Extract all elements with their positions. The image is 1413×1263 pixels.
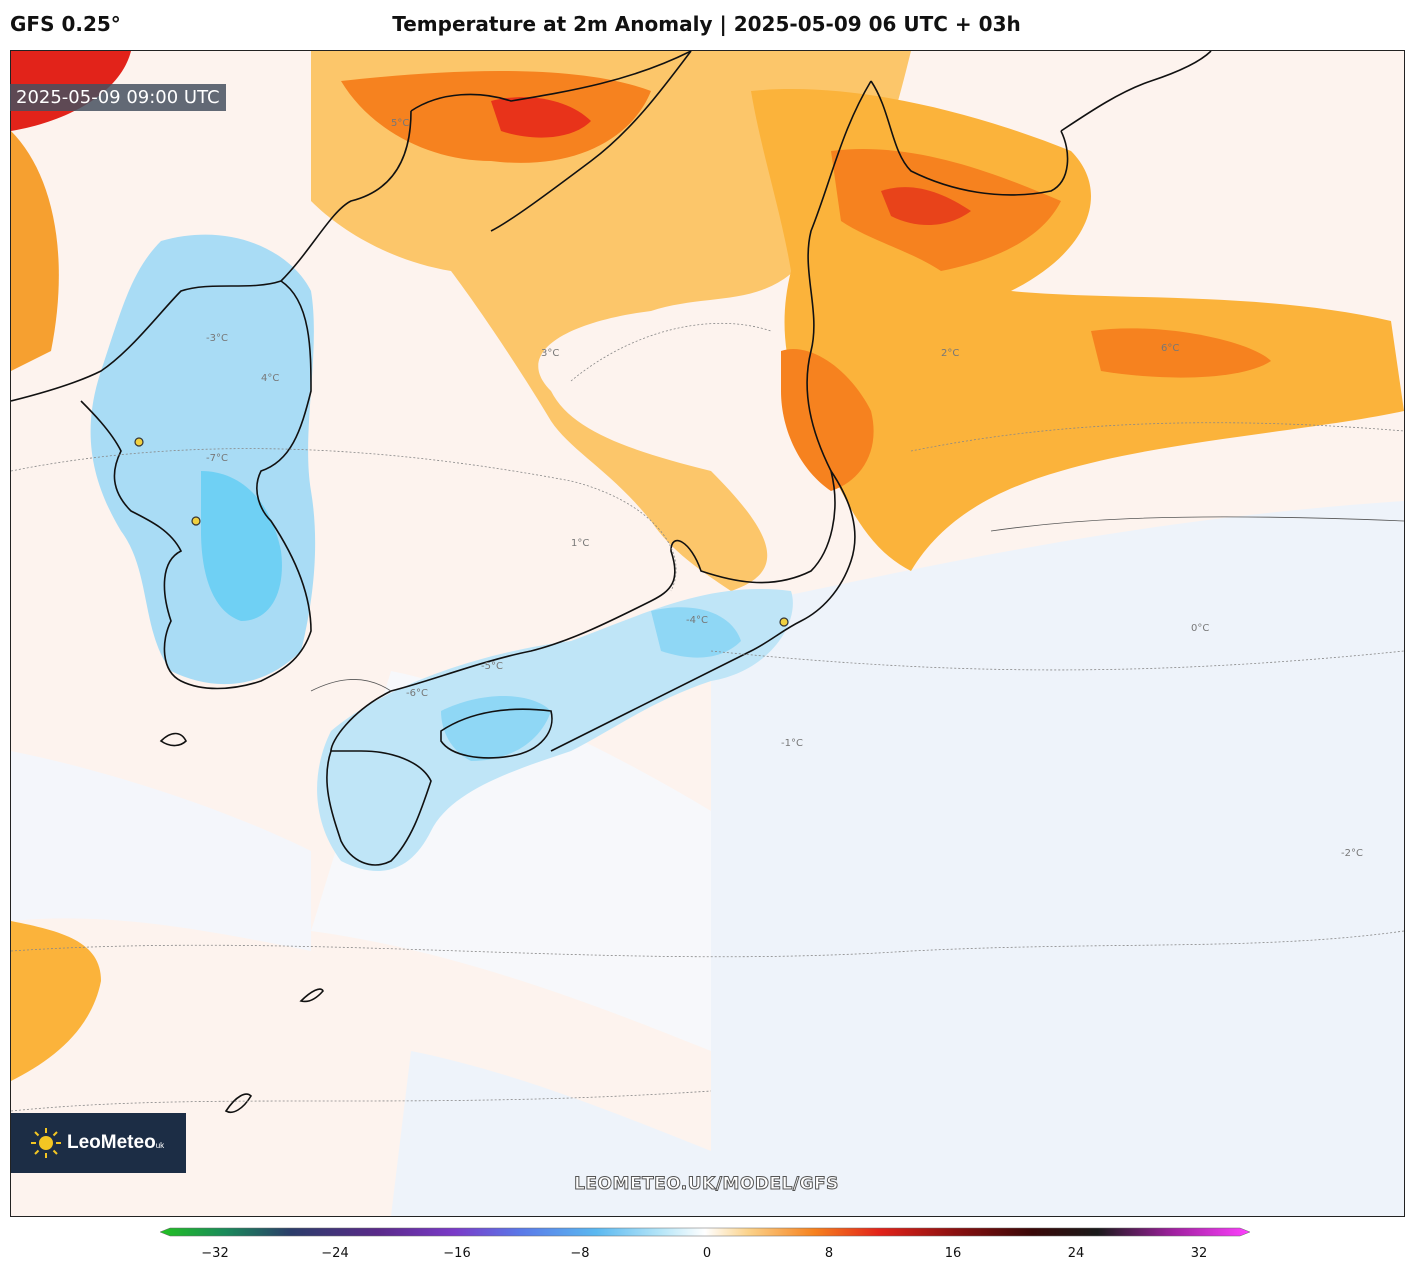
colorbar-tick: 16 [945,1246,962,1260]
coast-russia-east [490,51,692,232]
colorbar-tick: −8 [570,1246,589,1260]
warm-core-manchuria [341,71,651,163]
warm-peak-hokkaido [881,187,971,226]
contour-label: 4°C [261,373,279,384]
warm-field-southwest [11,921,101,1081]
colorbar-tick: −16 [443,1246,470,1260]
coast-ryukyu-1 [299,988,324,1003]
city-markers [134,437,789,627]
city-marker-pyongyang [134,437,144,447]
city-marker-tokyo [779,617,789,627]
colorbar-tick: 32 [1191,1246,1208,1260]
colorbar-tick: −32 [201,1246,228,1260]
contour-label: -5°C [481,661,503,672]
model-label: GFS 0.25° [10,12,121,36]
cool-field-west-japan [317,589,793,871]
contour-label: -1°C [781,738,803,749]
coast-honshu-pacific [550,470,856,752]
watermark-url: LEOMETEO.UK/MODEL/GFS [574,1174,839,1195]
colorbar-tick: 24 [1068,1246,1085,1260]
contour-label: 3°C [541,348,559,359]
warm-core-tohoku [781,349,874,491]
colorbar: −32 −24 −16 −8 0 8 16 24 32 [160,1227,1250,1260]
coast-korea-north [11,110,412,402]
coast-kyushu [326,750,432,866]
coast-honshu-sea-side [330,80,872,752]
contour-label: -4°C [686,615,708,626]
cool-sea-south [391,1051,711,1216]
map-title: Temperature at 2m Anomaly | 2025-05-09 0… [392,12,1021,36]
colorbar-ticks: −32 −24 −16 −8 0 8 16 24 32 [201,1246,1207,1260]
anomaly-map[interactable]: 5°C 4°C 3°C 2°C 1°C 0°C -1°C -2°C 6°C -6… [10,50,1405,1217]
logo-text: LeoMeteouk [67,1132,165,1153]
colorbar-tick: 8 [825,1246,833,1260]
coast-hokkaido [870,80,1069,196]
contour-label: -6°C [406,688,428,699]
coast-korea-peninsula [80,280,312,690]
valid-time-label: 2025-05-09 09:00 UTC [10,84,226,111]
cool-core-kinki [651,607,741,658]
coast-jeju [159,732,187,747]
leometeo-logo: LeoMeteouk [11,1113,186,1173]
neutral-sea-west [11,751,311,951]
contour-label: 0°C [1191,623,1209,634]
warm-field-west [11,131,59,371]
contour-label-group: 5°C 4°C 3°C 2°C 1°C 0°C -1°C -2°C 6°C -6… [206,118,1363,859]
coast-kurils [1060,51,1212,132]
coast-ryukyu-2 [224,1093,253,1113]
contour-lines [11,322,1404,1112]
cool-core-chugoku [441,696,551,761]
coast-primorye [410,51,692,112]
colorbar-tick: 0 [703,1246,711,1260]
city-marker-seoul [191,516,201,526]
colorbar-tick: −24 [321,1246,348,1260]
contour-label: 6°C [1161,343,1179,354]
sun-icon [29,1126,63,1160]
contour-label: -3°C [206,333,228,344]
warm-field-sea-of-japan [311,51,911,591]
map-canvas: 5°C 4°C 3°C 2°C 1°C 0°C -1°C -2°C 6°C -6… [11,51,1404,1216]
warm-core-pacific [1091,328,1271,378]
contour-label: 1°C [571,538,589,549]
contour-label: -7°C [206,453,228,464]
coastlines [11,51,1212,1113]
contour-zero-lines [310,516,1404,692]
coast-shikoku [440,708,553,759]
contour-label: -2°C [1341,848,1363,859]
warm-peak-manchuria [491,97,591,138]
contour-label: 2°C [941,348,959,359]
cool-ocean-east [711,501,1404,1216]
colorbar-gradient [160,1227,1250,1237]
contour-label: 5°C [391,118,409,129]
